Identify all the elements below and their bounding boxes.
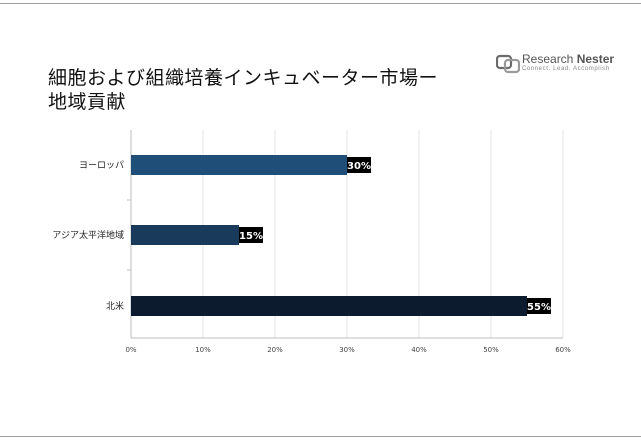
bar-3 [131,296,527,316]
x-tick-label: 50% [483,346,499,354]
x-tick-label: 60% [555,346,571,354]
value-label: 15% [239,231,263,242]
chart-title-line-1: 細胞および組織培養インキュベーター市場ー [48,67,439,89]
research-nester-logo-icon [496,54,520,74]
x-tick-label: 20% [267,346,283,354]
category-label: アジア太平洋地域 [52,229,124,241]
category-label: ヨーロッパ [79,160,124,171]
chart-title-line-2: 地域貢献 [48,91,127,113]
chart-title: 細胞および組織培養インキュベーター市場ー 地域貢献 [48,66,468,114]
value-label: 55% [527,302,551,313]
value-label-box [347,157,371,173]
category-label: 北米 [106,300,124,312]
x-tick-label: 0% [125,346,136,354]
x-tick-label: 30% [339,346,355,354]
value-label: 30% [347,161,371,172]
top-divider [0,3,641,4]
x-axis-tick-labels: 0% 10% 20% 30% 40% 50% 60% [125,346,571,354]
x-tick-label: 40% [411,346,427,354]
logo-brand-text: Research Nester [522,52,614,66]
bar-value-labels: 30% 15% 55% [239,157,551,314]
chart-bars [131,155,527,316]
bar-2 [131,225,239,245]
value-label-box [527,298,551,314]
x-tick-label: 10% [195,346,211,354]
logo-tagline: Connect. Lead. Accomplish [522,66,610,72]
research-nester-logo: Research Nester Connect. Lead. Accomplis… [496,52,614,78]
bottom-divider [0,436,641,437]
bar-1 [131,155,347,175]
logo-brand-suffix: Nester [576,52,615,66]
value-label-box [239,227,263,243]
logo-brand-prefix: Research [522,52,577,66]
